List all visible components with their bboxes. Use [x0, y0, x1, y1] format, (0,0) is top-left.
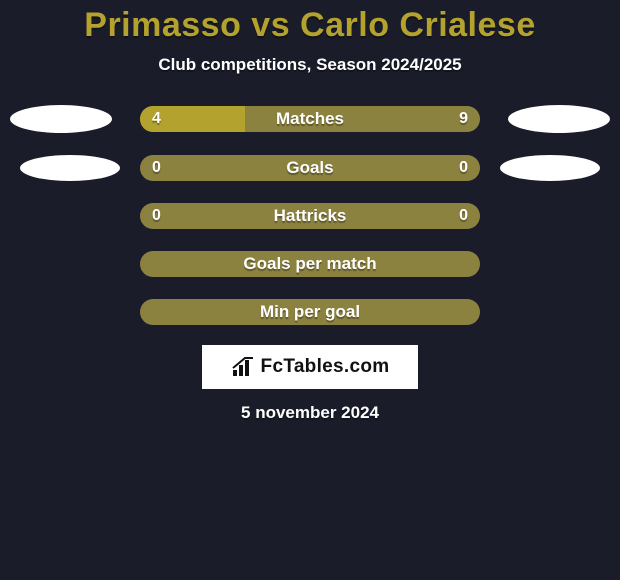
brand-box: FcTables.com	[202, 345, 418, 389]
stat-left-value: 0	[152, 159, 161, 177]
brand-text: FcTables.com	[261, 356, 390, 378]
stat-bar: Hattricks0 0	[140, 203, 480, 229]
right-bubble	[508, 105, 610, 133]
stat-label: Min per goal	[140, 302, 480, 322]
stat-left-value: 0	[152, 207, 161, 225]
stat-bar: Goals per match	[140, 251, 480, 277]
stat-bar: Min per goal	[140, 299, 480, 325]
stat-label: Goals	[140, 158, 480, 178]
stat-label: Goals per match	[140, 254, 480, 274]
stat-left-value: 4	[152, 110, 161, 128]
stat-bar: Goals0 0	[140, 155, 480, 181]
subtitle: Club competitions, Season 2024/2025	[0, 55, 620, 75]
stat-row: Hattricks0 0	[0, 203, 620, 229]
stat-bar: Matches49	[140, 106, 480, 132]
stat-right-value: 9	[459, 110, 468, 128]
stat-label: Hattricks	[140, 206, 480, 226]
stat-row: Min per goal	[0, 299, 620, 325]
stat-row: Goals0 0	[0, 155, 620, 181]
brand-bars-icon	[231, 356, 255, 378]
stat-row: Goals per match	[0, 251, 620, 277]
stat-row: Matches49	[0, 105, 620, 133]
date-label: 5 november 2024	[0, 403, 620, 423]
stat-right-value: 0	[459, 207, 468, 225]
page-title: Primasso vs Carlo Crialese	[0, 0, 620, 45]
stat-right-value: 0	[459, 159, 468, 177]
comparison-card: Primasso vs Carlo Crialese Club competit…	[0, 0, 620, 580]
left-bubble	[20, 155, 120, 181]
right-bubble	[500, 155, 600, 181]
stat-rows: Matches49Goals00Hattricks00Goals per mat…	[0, 105, 620, 325]
left-bubble	[10, 105, 112, 133]
